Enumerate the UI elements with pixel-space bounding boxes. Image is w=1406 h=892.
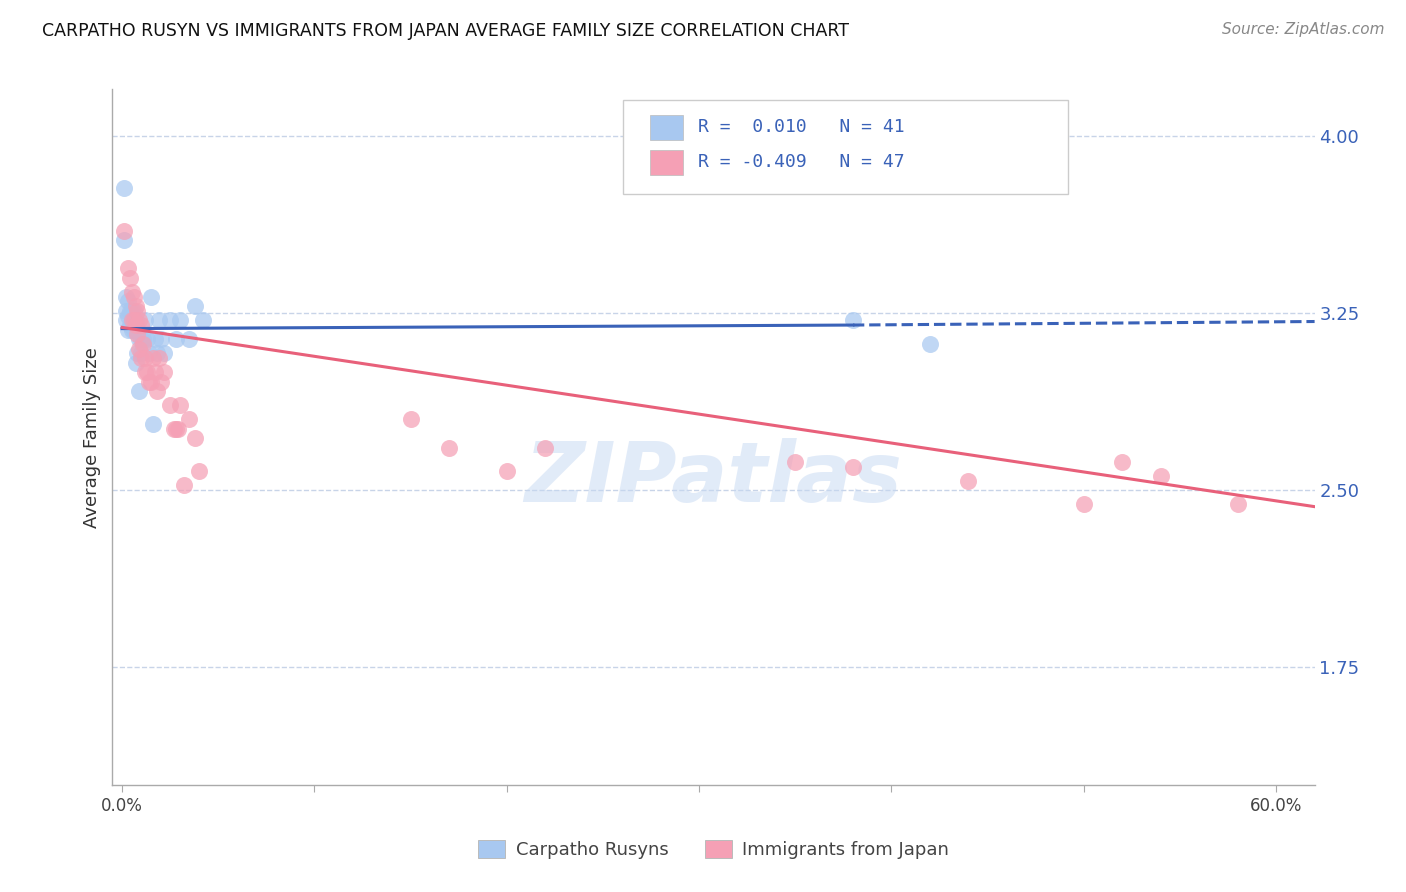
Point — [142, 351, 165, 365]
Point — [138, 375, 160, 389]
Point — [134, 365, 156, 379]
Point — [138, 346, 160, 360]
Point — [136, 365, 159, 379]
Point — [184, 431, 207, 445]
Point — [1111, 455, 1133, 469]
Point — [124, 313, 146, 327]
Point — [112, 233, 135, 247]
Point — [163, 422, 186, 436]
Point — [785, 455, 807, 469]
Point — [169, 398, 191, 412]
Point — [148, 351, 170, 365]
Point — [122, 304, 145, 318]
Point — [1226, 497, 1249, 511]
Point — [115, 304, 138, 318]
Point — [149, 375, 172, 389]
FancyBboxPatch shape — [650, 115, 683, 140]
Point — [148, 313, 170, 327]
Point — [117, 294, 139, 309]
Legend: Carpatho Rusyns, Immigrants from Japan: Carpatho Rusyns, Immigrants from Japan — [471, 832, 956, 866]
Point — [131, 332, 153, 346]
Point — [131, 351, 153, 365]
Point — [121, 285, 143, 299]
Point — [149, 332, 172, 346]
Point — [842, 459, 865, 474]
FancyBboxPatch shape — [650, 150, 683, 175]
Point — [131, 346, 153, 360]
Point — [115, 313, 138, 327]
Point — [127, 346, 149, 360]
Point — [159, 313, 181, 327]
Point — [128, 342, 150, 356]
Point — [159, 398, 181, 412]
Point — [1150, 469, 1173, 483]
Point — [143, 332, 166, 346]
Point — [145, 384, 167, 398]
Point — [131, 318, 153, 332]
Point — [122, 313, 145, 327]
Point — [136, 332, 159, 346]
Text: R = -0.409   N = 47: R = -0.409 N = 47 — [697, 153, 904, 171]
Point — [112, 224, 135, 238]
Point — [127, 323, 149, 337]
Point — [399, 412, 422, 426]
FancyBboxPatch shape — [623, 100, 1069, 194]
Point — [165, 332, 187, 346]
Point — [124, 299, 146, 313]
Point — [128, 332, 150, 346]
Point — [128, 313, 150, 327]
Point — [122, 323, 145, 337]
Point — [121, 323, 143, 337]
Y-axis label: Average Family Size: Average Family Size — [83, 347, 101, 527]
Point — [918, 337, 941, 351]
Point — [139, 375, 162, 389]
Point — [121, 304, 143, 318]
Point — [117, 309, 139, 323]
Text: ZIPatlas: ZIPatlas — [524, 438, 903, 519]
Point — [179, 332, 201, 346]
Point — [139, 290, 162, 304]
Point — [124, 356, 146, 370]
Point — [1073, 497, 1095, 511]
Text: R =  0.010   N = 41: R = 0.010 N = 41 — [697, 119, 904, 136]
Point — [842, 313, 865, 327]
Point — [179, 412, 201, 426]
Point — [495, 464, 517, 478]
Point — [132, 337, 155, 351]
Point — [112, 181, 135, 195]
Point — [134, 351, 156, 365]
Point — [134, 313, 156, 327]
Point — [118, 318, 141, 332]
Point — [122, 290, 145, 304]
Point — [145, 346, 167, 360]
Point — [127, 304, 149, 318]
Point — [128, 384, 150, 398]
Point — [117, 261, 139, 276]
Point — [165, 422, 187, 436]
Point — [191, 313, 214, 327]
Point — [121, 313, 143, 327]
Point — [169, 313, 191, 327]
Point — [957, 474, 980, 488]
Point — [188, 464, 211, 478]
Point — [153, 365, 176, 379]
Point — [118, 304, 141, 318]
Point — [437, 441, 460, 455]
Point — [127, 327, 149, 342]
Point — [143, 365, 166, 379]
Point — [132, 332, 155, 346]
Point — [115, 290, 138, 304]
Point — [124, 318, 146, 332]
Point — [534, 441, 557, 455]
Text: CARPATHO RUSYN VS IMMIGRANTS FROM JAPAN AVERAGE FAMILY SIZE CORRELATION CHART: CARPATHO RUSYN VS IMMIGRANTS FROM JAPAN … — [42, 22, 849, 40]
Point — [153, 346, 176, 360]
Text: Source: ZipAtlas.com: Source: ZipAtlas.com — [1222, 22, 1385, 37]
Point — [142, 417, 165, 431]
Point — [184, 299, 207, 313]
Point — [118, 271, 141, 285]
Point — [173, 478, 195, 492]
Point — [117, 323, 139, 337]
Point — [167, 422, 190, 436]
